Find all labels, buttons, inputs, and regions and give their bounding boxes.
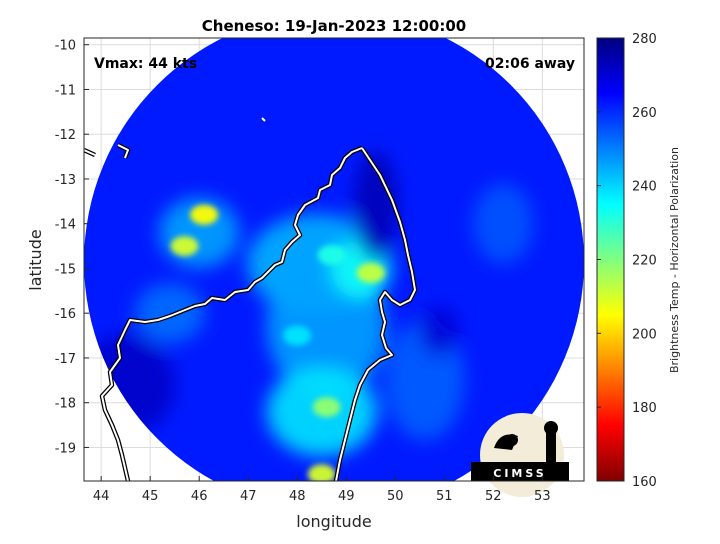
cimss-logo: CIMSS xyxy=(471,413,569,497)
y-tick-label: -13 xyxy=(55,173,76,188)
y-tick-label: -12 xyxy=(55,128,76,143)
islet-coast xyxy=(261,117,266,122)
y-tick-label: -18 xyxy=(55,397,76,412)
coastline-white xyxy=(84,117,416,481)
land-region xyxy=(419,306,460,357)
colorbar-tick-label: 180 xyxy=(632,401,657,416)
colorbar-gradient xyxy=(596,37,625,482)
y-tick-label: -17 xyxy=(55,352,76,367)
x-tick-label: 46 xyxy=(191,489,208,504)
y-tick-label: -15 xyxy=(55,262,76,277)
x-tick-label: 47 xyxy=(240,489,257,504)
x-tick-label: 52 xyxy=(485,489,502,504)
logo-bar xyxy=(471,462,569,481)
y-tick-label: -16 xyxy=(55,307,76,322)
east-coast xyxy=(335,147,416,481)
colorbar-label: Brightness Temp - Horizontal Polarizatio… xyxy=(668,147,681,373)
colorbar-tick-label: 240 xyxy=(632,180,657,195)
x-tick-label: 44 xyxy=(93,489,110,504)
y-axis-label: latitude xyxy=(26,229,45,290)
colorbar-tick-label: 160 xyxy=(632,475,657,490)
convective-cell xyxy=(190,204,219,225)
madagascar-coast xyxy=(101,147,363,481)
y-tick-label: -11 xyxy=(55,83,76,98)
x-tick-label: 45 xyxy=(142,489,159,504)
land-region xyxy=(353,150,398,261)
axes-frame xyxy=(83,37,585,482)
brightness-temp-swath xyxy=(84,38,584,481)
convective-cell xyxy=(283,325,312,346)
convective-cell xyxy=(307,464,336,481)
colorbar: 280 260 240 220 200 180 160 Brightness Temp - … xyxy=(596,32,681,490)
convective-cell xyxy=(317,245,346,266)
mozambique-coast xyxy=(84,144,129,159)
logo-dish-icon-2 xyxy=(506,434,518,446)
time-away-annotation: 02:06 away xyxy=(485,56,575,72)
logo-tank-icon xyxy=(544,421,558,435)
cloud-region xyxy=(473,183,534,264)
convective-cell xyxy=(356,262,385,283)
colorbar-tick-label: 200 xyxy=(632,327,657,342)
convective-cell xyxy=(170,236,199,257)
x-tick-label: 53 xyxy=(534,489,551,504)
cloud-region xyxy=(134,283,205,344)
x-axis-label: longitude xyxy=(296,512,371,531)
x-tick-label: 51 xyxy=(436,489,453,504)
x-tick-label: 50 xyxy=(387,489,404,504)
convective-cell xyxy=(312,397,341,418)
y-tick-label: -19 xyxy=(55,441,76,456)
chart-title: Cheneso: 19-Jan-2023 12:00:00 xyxy=(202,17,466,35)
x-tick-label: 49 xyxy=(338,489,355,504)
colorbar-tick-label: 260 xyxy=(632,106,657,121)
colorbar-tick-label: 280 xyxy=(632,32,657,47)
x-axis: 44 45 46 47 48 49 50 51 52 53 xyxy=(93,476,551,504)
colorbar-tick-label: 220 xyxy=(632,254,657,269)
logo-tower-icon xyxy=(546,428,556,462)
y-tick-label: -14 xyxy=(55,218,76,233)
x-tick-label: 48 xyxy=(289,489,306,504)
y-axis: -10 -11 -12 -13 -14 -15 -16 -17 -18 -19 xyxy=(55,39,89,456)
vmax-annotation: Vmax: 44 kts xyxy=(94,56,197,72)
logo-text: CIMSS xyxy=(493,467,546,480)
y-tick-label: -10 xyxy=(55,39,76,54)
